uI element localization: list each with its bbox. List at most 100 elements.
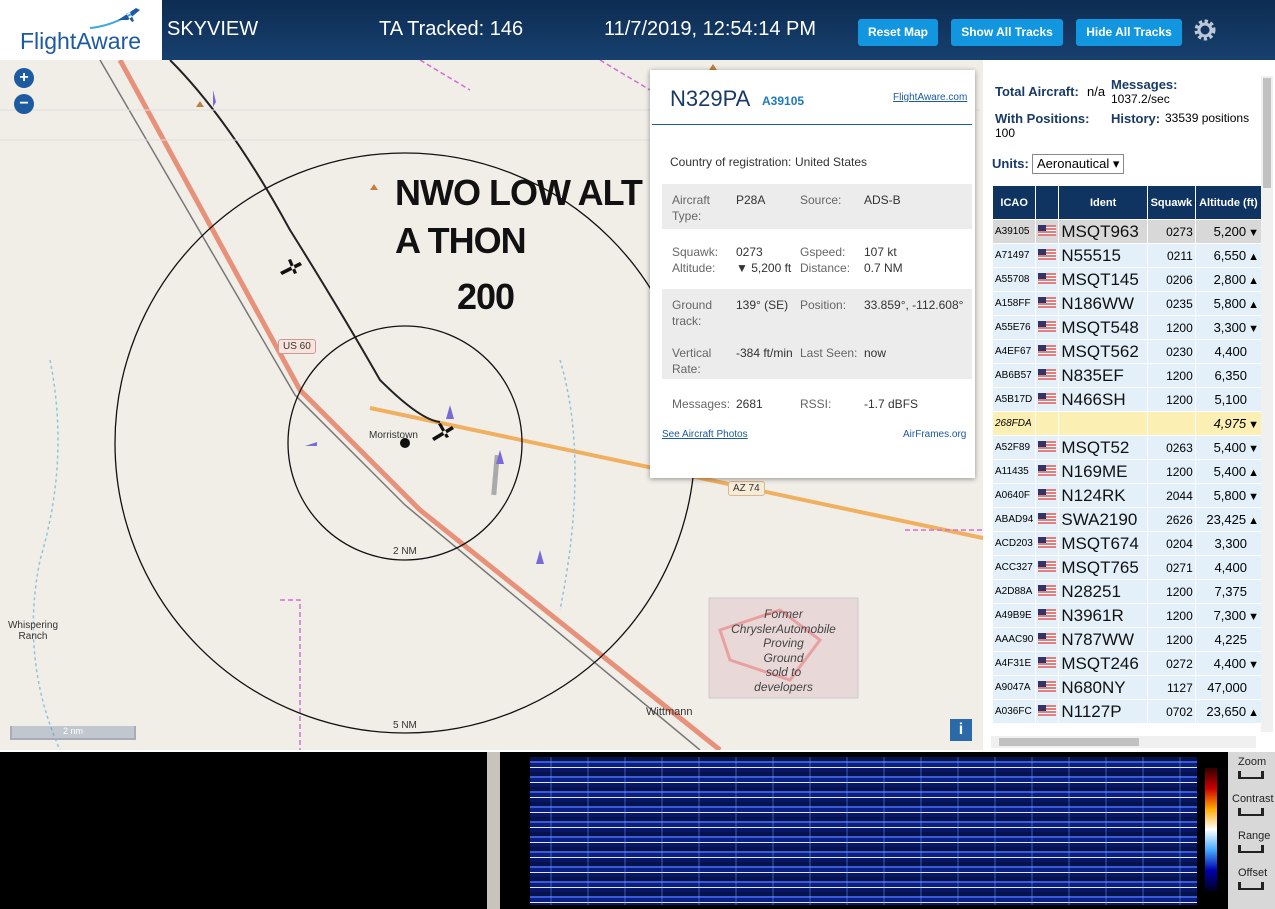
map-shape: ICAO Ident Squawk Altitude (ft)	[993, 186, 1261, 219]
ident-cell: MSQT548	[1059, 316, 1147, 339]
aircraft-row[interactable]: A55E76 MSQT548 1200 3,300 ▼	[993, 316, 1261, 339]
altitude-trend: ▼	[1248, 419, 1259, 431]
units-select[interactable]: Aeronautical ▾	[1032, 154, 1125, 174]
logo-plane	[89, 8, 140, 29]
aircraft-row[interactable]: A158FF N186WW 0235 5,800 ▲	[993, 292, 1261, 315]
map-shape	[280, 259, 302, 275]
icao-cell: A5B17D	[993, 388, 1036, 411]
country-label: Country of registration:	[670, 155, 792, 169]
flag-cell	[1036, 628, 1059, 651]
scroll-thumb[interactable]	[1263, 78, 1271, 188]
altitude-trend: ▼	[1248, 443, 1259, 455]
aircraft-row[interactable]: A4EF67 MSQT562 0230 4,400	[993, 340, 1261, 363]
show-tracks-button[interactable]: Show All Tracks	[951, 19, 1063, 46]
icao-cell: A158FF	[993, 292, 1036, 315]
reset-map-button[interactable]: Reset Map	[858, 19, 938, 46]
hide-tracks-button[interactable]: Hide All Tracks	[1076, 19, 1182, 46]
altitude-value: 5,100	[1214, 392, 1247, 407]
color-scale	[1205, 768, 1217, 891]
detail-value: now	[864, 346, 887, 360]
scrollbar[interactable]	[1261, 76, 1273, 732]
logo[interactable]: FlightAware	[0, 0, 162, 60]
detail-label: Last Seen:	[800, 346, 858, 360]
altitude-value: 23,650	[1206, 704, 1247, 719]
control-slider[interactable]	[1238, 808, 1264, 816]
detail-label: Gspeed:	[800, 245, 846, 259]
map-shape	[1038, 704, 1047, 711]
photos-link[interactable]: See Aircraft Photos	[662, 429, 748, 440]
map-shape	[400, 438, 410, 448]
map-shape	[1038, 464, 1057, 476]
flag-cell	[1036, 556, 1059, 579]
aircraft-row[interactable]: A11435 N169ME 1200 5,400 ▲	[993, 460, 1261, 483]
map-shape	[1038, 272, 1047, 279]
area-label-line: Proving	[763, 636, 804, 650]
aircraft-row[interactable]: A9047A N680NY 1127 47,000	[993, 676, 1261, 699]
aircraft-row[interactable]: ABAD94 SWA2190 2626 23,425 ▲	[993, 508, 1261, 531]
squawk-cell: 1200	[1147, 316, 1195, 339]
control-slider[interactable]	[1238, 771, 1264, 779]
map-shape	[1038, 440, 1057, 452]
aircraft-row[interactable]: AAAC90 N787WW 1200 4,225	[993, 628, 1261, 651]
map-shape	[1038, 440, 1047, 447]
info-button[interactable]: i	[950, 719, 972, 741]
flag-cell	[1036, 484, 1059, 507]
column-header[interactable]: Ident	[1059, 186, 1147, 219]
aircraft-row[interactable]: ACC327 MSQT765 0271 4,400	[993, 556, 1261, 579]
aircraft-row[interactable]: A52F89 MSQT52 0263 5,400 ▼	[993, 436, 1261, 459]
icao-cell: A11435	[993, 460, 1036, 483]
aircraft-row[interactable]: 268FDA 4,975 ▼	[993, 412, 1261, 435]
control-slider[interactable]	[1238, 845, 1264, 853]
column-header[interactable]: Altitude (ft)	[1195, 186, 1261, 219]
aircraft-row[interactable]: A71497 N55515 0211 6,550 ▲	[993, 244, 1261, 267]
airframes-link[interactable]: AirFrames.org	[903, 429, 967, 440]
map-shape	[1038, 344, 1057, 356]
scroll-thumb[interactable]	[999, 738, 1139, 746]
map-shape	[1038, 632, 1047, 639]
squawk-cell: 2626	[1147, 508, 1195, 531]
aircraft-row[interactable]: A2D88A N28251 1200 7,375	[993, 580, 1261, 603]
ident-cell: N835EF	[1059, 364, 1147, 387]
stat-value: 1037.2/sec	[1111, 92, 1170, 106]
country-value: United States	[795, 155, 868, 169]
altitude-cell: 5,800 ▼	[1195, 484, 1261, 507]
splitter[interactable]	[487, 752, 500, 909]
aircraft-row[interactable]: A49B9E N3961R 1200 7,300 ▼	[993, 604, 1261, 627]
aircraft-row[interactable]: A0640F N124RK 2044 5,800 ▼	[993, 484, 1261, 507]
aircraft-row[interactable]: A036FC N1127P 0702 23,650 ▲	[993, 700, 1261, 723]
aircraft-row[interactable]: ACD203 MSQT674 0204 3,300	[993, 532, 1261, 555]
aircraft-row[interactable]: A5B17D N466SH 1200 5,100	[993, 388, 1261, 411]
flag-cell	[1036, 580, 1059, 603]
us-flag	[1038, 608, 1057, 620]
flag-cell	[1036, 316, 1059, 339]
datetime: 11/7/2019, 12:54:14 PM	[604, 18, 817, 40]
stat-value: 33539 positions	[1165, 111, 1250, 125]
h-scrollbar[interactable]	[991, 736, 1256, 748]
aircraft-row[interactable]: A4F31E MSQT246 0272 4,400 ▼	[993, 652, 1261, 675]
icao-cell: A036FC	[993, 700, 1036, 723]
aircraft-row[interactable]: AB6B57 N835EF 1200 6,350	[993, 364, 1261, 387]
zoom-in[interactable]: +	[14, 68, 34, 88]
popup-link[interactable]: FlightAware.com	[893, 92, 968, 103]
map-shape	[708, 597, 859, 699]
altitude-trend: ▲	[1248, 299, 1259, 311]
aircraft-row[interactable]: A55708 MSQT145 0206 2,800 ▲	[993, 268, 1261, 291]
map-shape	[1038, 488, 1057, 500]
us-flag	[1038, 680, 1057, 692]
overlay-text: 200	[457, 276, 515, 317]
map-shape	[1038, 224, 1057, 236]
detail-label: Vertical Rate:	[672, 346, 712, 376]
settings-gear[interactable]	[1193, 18, 1217, 42]
altitude-cell: 3,300 ▼	[1195, 316, 1261, 339]
map-shape	[1038, 608, 1047, 615]
header-row: ICAO Ident Squawk Altitude (ft)	[993, 186, 1261, 219]
zoom-out[interactable]: −	[14, 94, 34, 114]
map-shape	[1038, 704, 1057, 716]
column-header[interactable]: Squawk	[1147, 186, 1195, 219]
altitude-value: 5,400	[1213, 440, 1247, 455]
control-slider[interactable]	[1238, 882, 1264, 890]
control-label: Offset	[1238, 867, 1268, 879]
altitude-trend: ▼	[1248, 491, 1259, 503]
area-label-line: sold to	[765, 665, 802, 679]
aircraft-row[interactable]: A39105 MSQT963 0273 5,200 ▼	[993, 220, 1261, 243]
